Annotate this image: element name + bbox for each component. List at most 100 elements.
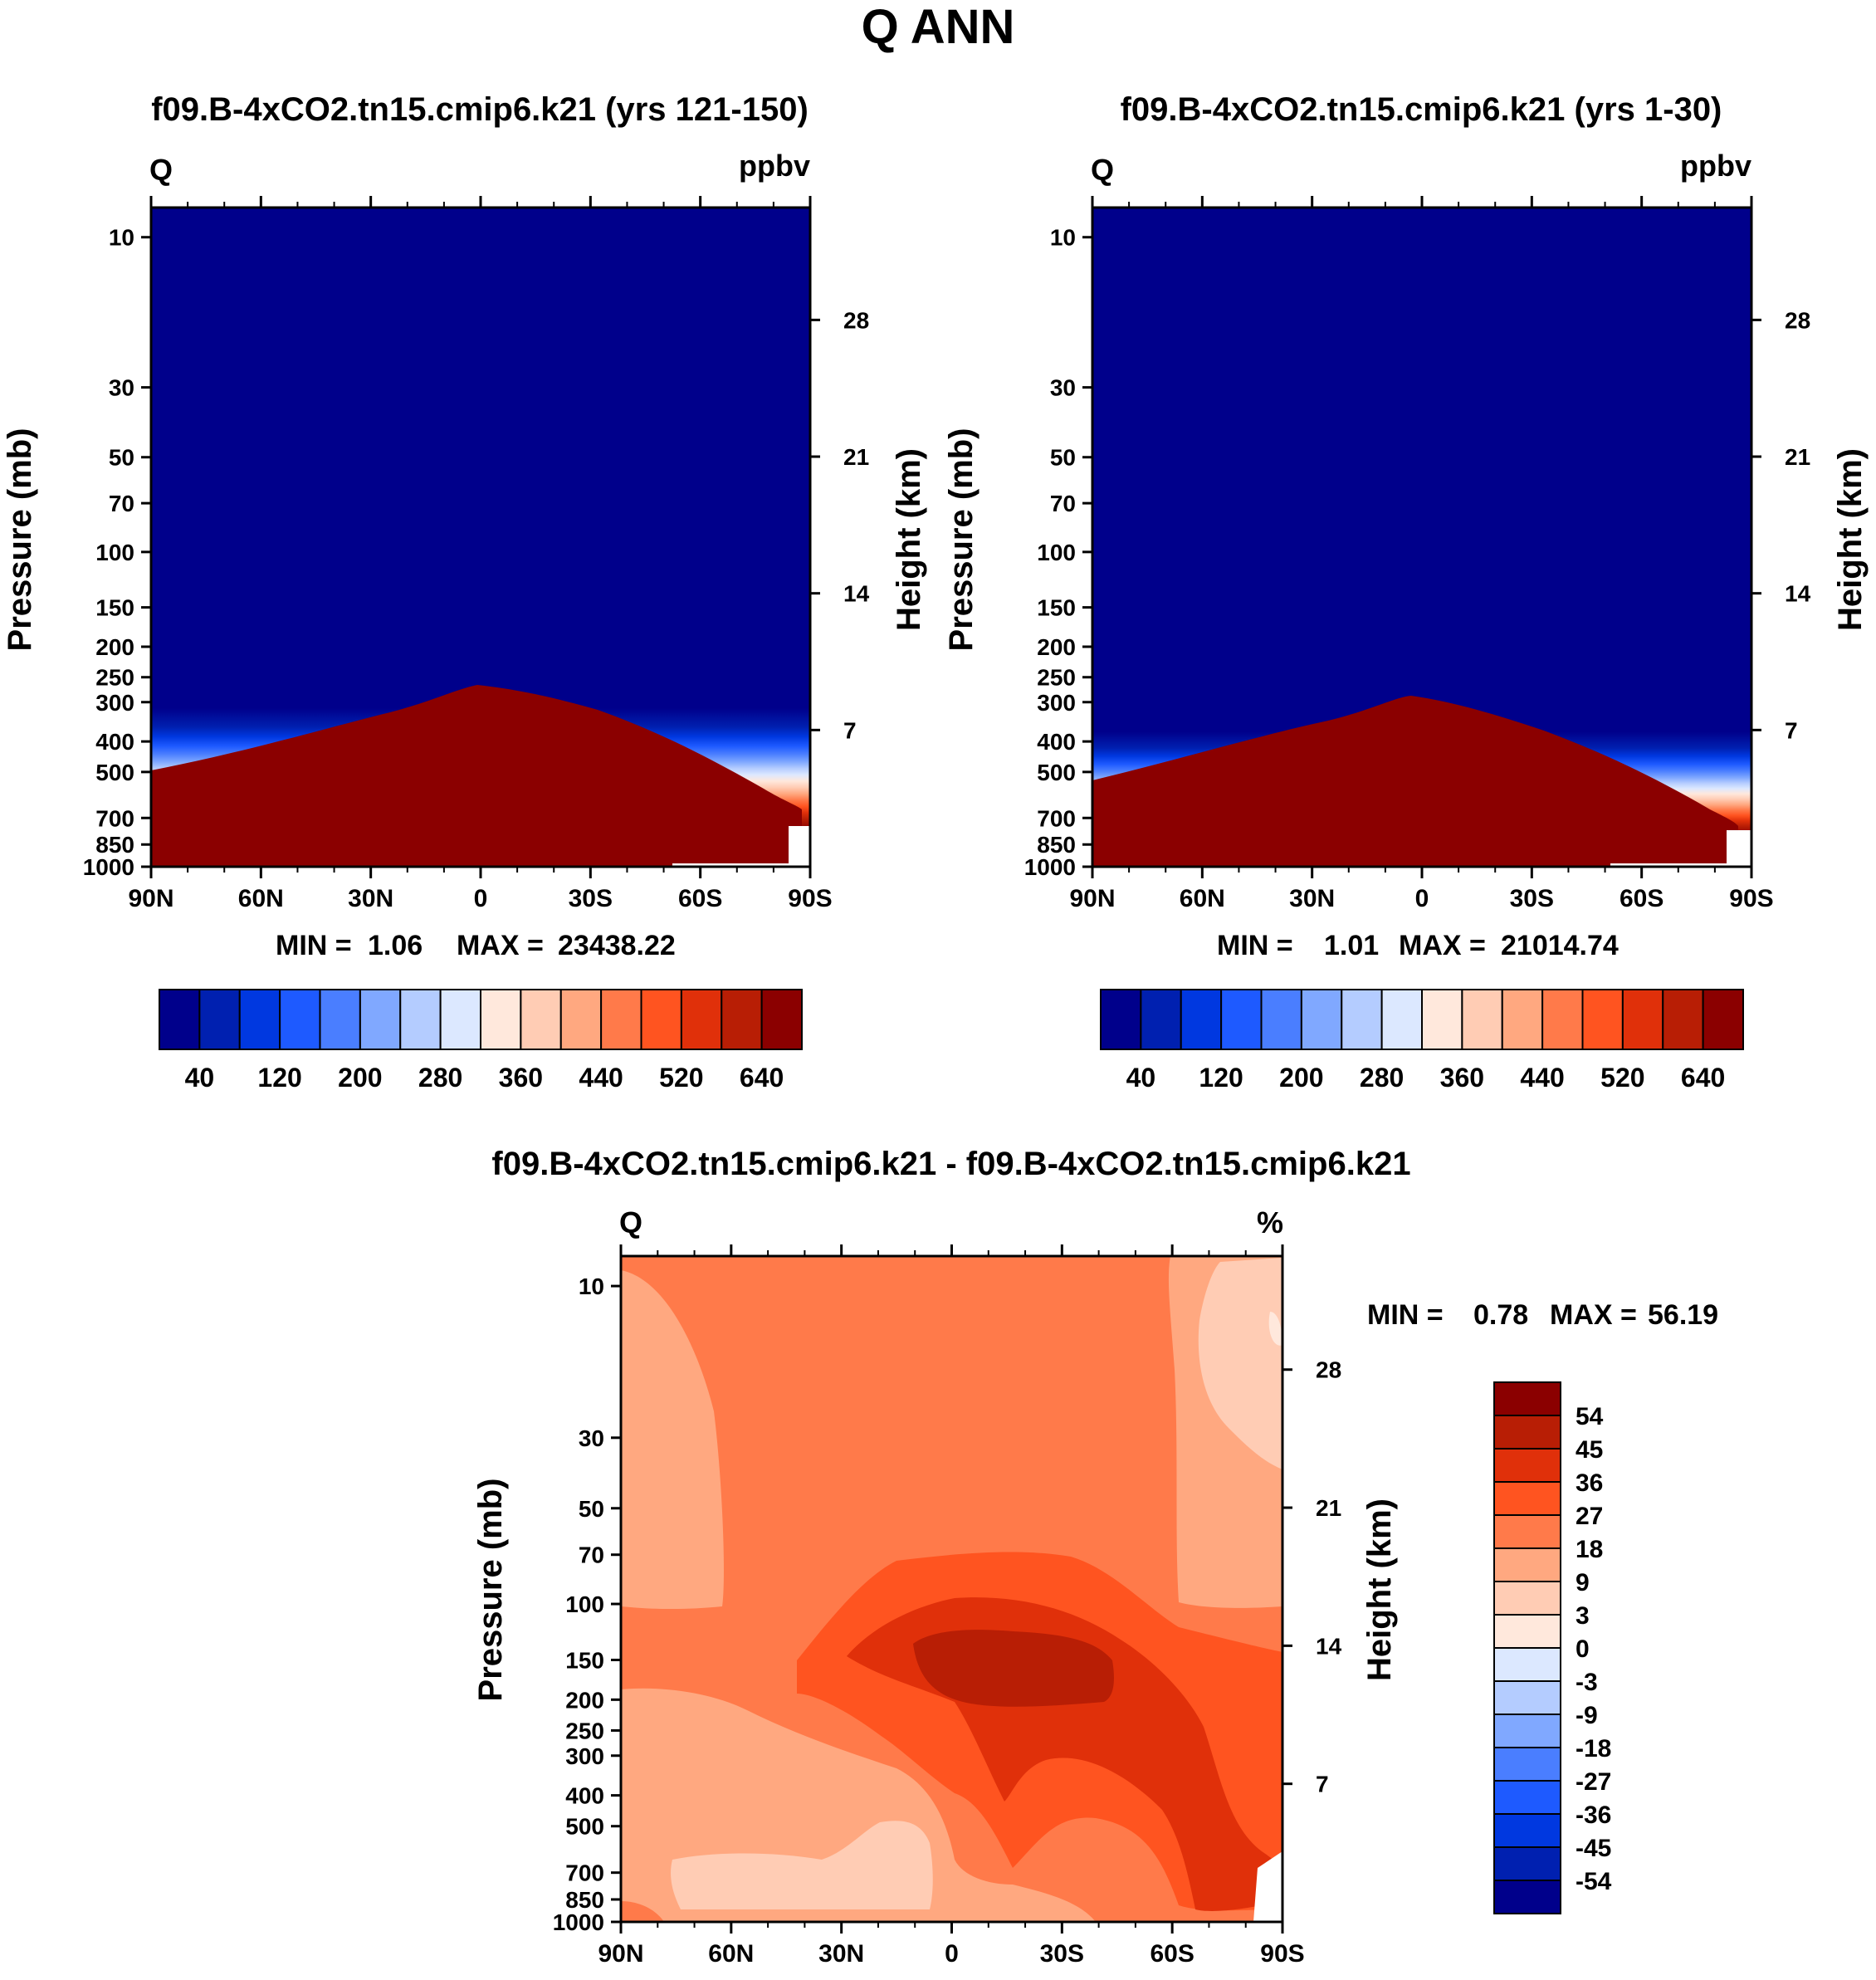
x-tick-label: 30S [1510, 885, 1554, 912]
pressure-tick-label: 300 [95, 690, 134, 716]
colorbar-label: 36 [1576, 1469, 1603, 1497]
pressure-tick-label: 250 [95, 665, 134, 691]
height-tick-label: 21 [1785, 444, 1810, 470]
panel-b-red-core [1092, 696, 1738, 867]
pressure-tick-label: 1000 [1024, 854, 1076, 880]
colorbar-label: -3 [1576, 1669, 1598, 1696]
colorbar-label: -54 [1576, 1868, 1612, 1895]
pressure-tick-label: 100 [95, 540, 134, 565]
panel-c-region-ll-edge [621, 1901, 664, 1922]
x-tick-label: 0 [945, 1940, 959, 1968]
colorbar-box [1493, 1581, 1561, 1616]
colorbar-box [760, 989, 803, 1050]
colorbar-label: 520 [659, 1063, 703, 1093]
x-tick-label: 30S [1040, 1940, 1084, 1968]
colorbar-label: 440 [1520, 1063, 1564, 1093]
colorbar-box [1493, 1448, 1561, 1483]
panel-c-region-ur-dot [1268, 1312, 1282, 1346]
height-tick-label: 14 [843, 581, 870, 607]
colorbar-label: 640 [740, 1063, 784, 1093]
panel-c-min: 0.78 [1473, 1299, 1528, 1331]
panel-a-min: 1.06 [368, 930, 423, 961]
height-tick-label: 28 [1785, 307, 1810, 333]
x-tick-label: 60S [1150, 1940, 1194, 1968]
x-tick-label: 90S [1260, 1940, 1304, 1968]
panel-b-field [1092, 208, 1751, 867]
pressure-tick-label: 700 [95, 805, 134, 831]
pressure-tick-label: 200 [565, 1687, 604, 1713]
colorbar-box [359, 989, 402, 1050]
colorbar-box [1493, 1747, 1561, 1782]
colorbar-label: 18 [1576, 1536, 1603, 1563]
colorbar-label: 120 [1199, 1063, 1243, 1093]
panel-b-min: 1.01 [1324, 930, 1379, 961]
x-tick-label: 90N [1069, 885, 1115, 912]
pressure-tick-label: 50 [1050, 445, 1076, 471]
colorbar-label: -18 [1576, 1735, 1611, 1762]
panel-a-red-core [151, 685, 802, 867]
panel-c-units: % [1257, 1205, 1283, 1239]
colorbar-box [1581, 989, 1624, 1050]
colorbar-label: -45 [1576, 1835, 1611, 1862]
pressure-tick-label: 400 [95, 729, 134, 755]
panel-a-axes: 90N 60N 30N 0 30S 60S 90S 10 30 50 70 100 150 200 2503… [83, 196, 870, 912]
panel-c-title: f09.B-4xCO2.tn15.cmip6.k21 - f09.B-4xCO2… [491, 1146, 1410, 1182]
pressure-tick-label: 70 [1050, 491, 1076, 516]
colorbar-label: 360 [499, 1063, 543, 1093]
x-tick-label: 0 [474, 885, 488, 912]
panel-b-axes: 90N 60N 30N 0 30S 60S 90S 10 30 50 70 100 150 200 2503… [1024, 196, 1811, 912]
pressure-tick-label: 300 [1037, 690, 1076, 716]
colorbar-label: 9 [1576, 1569, 1590, 1596]
panel-a-units: ppbv [739, 149, 810, 183]
panel-c-min-label: MIN = [1367, 1299, 1444, 1331]
colorbar-label: 360 [1440, 1063, 1484, 1093]
pressure-tick-label: 300 [565, 1743, 604, 1769]
height-tick-label: 14 [1316, 1633, 1342, 1659]
height-tick-label: 28 [843, 307, 869, 333]
colorbar-box [1493, 1381, 1561, 1416]
height-tick-label: 21 [843, 444, 869, 470]
panel-a-stats: MIN = 1.06 MAX = 23438.22 [276, 930, 676, 961]
colorbar-box [640, 989, 682, 1050]
colorbar-box [1493, 1514, 1561, 1549]
panel-b-max-label: MAX = [1399, 930, 1486, 961]
panel-c-variable: Q [619, 1205, 642, 1239]
colorbar-label: 200 [338, 1063, 382, 1093]
colorbar-label: 45 [1576, 1436, 1603, 1464]
colorbar-box [1702, 989, 1744, 1050]
pressure-tick-label: 50 [109, 445, 134, 471]
panel-c: f09.B-4xCO2.tn15.cmip6.k21 - f09.B-4xCO2… [472, 1146, 1718, 1968]
x-tick-label: 60N [708, 1940, 754, 1968]
colorbar-box [1493, 1714, 1561, 1748]
pressure-tick-label: 400 [1037, 729, 1076, 755]
colorbar-label: 54 [1576, 1403, 1604, 1430]
x-tick-label: 30S [569, 885, 613, 912]
x-tick-label: 90S [1729, 885, 1773, 912]
pressure-tick-label: 150 [1037, 595, 1076, 621]
panel-c-missing [1253, 1851, 1282, 1922]
pressure-tick-label: 100 [1037, 540, 1076, 565]
colorbar-box [1621, 989, 1664, 1050]
colorbar-label: -36 [1576, 1802, 1611, 1829]
panel-b-variable: Q [1091, 153, 1114, 187]
panel-b-min-label: MIN = [1217, 930, 1293, 961]
panel-c-ylabel-right: Height (km) [1361, 1498, 1398, 1681]
panel-c-stats: MIN = 0.78 MAX = 56.19 [1367, 1299, 1718, 1331]
panel-c-region-ul [621, 1270, 724, 1610]
pressure-tick-label: 1000 [553, 1909, 604, 1935]
colorbar-box [159, 989, 201, 1050]
height-tick-label: 7 [1785, 717, 1798, 743]
colorbar-box [238, 989, 281, 1050]
colorbar-box [1380, 989, 1423, 1050]
pressure-tick-label: 100 [565, 1591, 604, 1617]
panel-b-max: 21014.74 [1501, 930, 1619, 961]
panel-a-title: f09.B-4xCO2.tn15.cmip6.k21 (yrs 121-150) [151, 91, 809, 128]
x-tick-label: 30N [818, 1940, 864, 1968]
x-tick-label: 60N [238, 885, 284, 912]
pressure-tick-label: 850 [95, 832, 134, 858]
colorbar-label: 280 [418, 1063, 462, 1093]
colorbar-label: 27 [1576, 1503, 1603, 1530]
colorbar-label: 200 [1279, 1063, 1323, 1093]
panel-c-field [621, 1256, 1282, 1922]
